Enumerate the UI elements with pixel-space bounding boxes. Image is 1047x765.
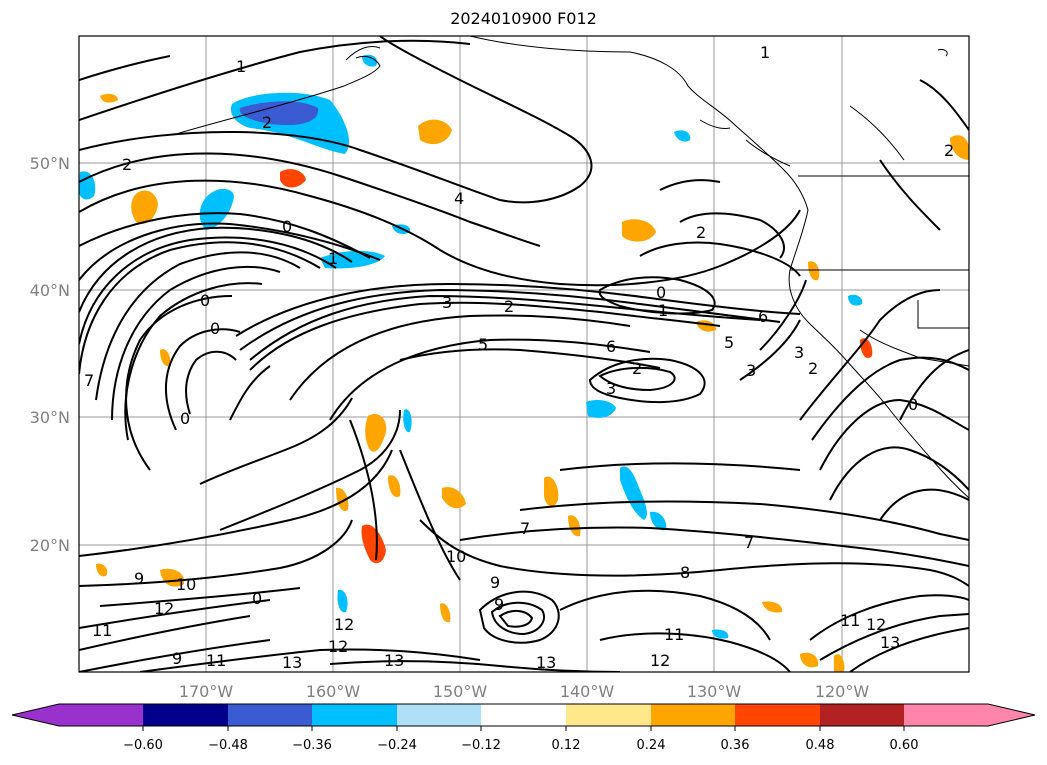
colorbar-extend-high [904, 704, 1035, 726]
contour-label: 6 [606, 337, 616, 356]
contour-label: 11 [92, 621, 112, 640]
contour-label: 0 [252, 589, 262, 608]
longitude-axis: 170°W 160°W 150°W 140°W 130°W 120°W [179, 682, 870, 701]
contour-label: 1 [658, 301, 668, 320]
contour-label: 13 [536, 653, 556, 672]
contour-label: 12 [650, 651, 670, 670]
contour-label: 8 [680, 563, 690, 582]
colorbar-segment [312, 704, 397, 726]
lon-label: 170°W [179, 682, 234, 701]
contour-label: 7 [744, 533, 754, 552]
contour-label: 1 [328, 249, 338, 268]
contour-label: 2 [122, 155, 132, 174]
contour-label: 13 [282, 653, 302, 672]
colorbar-tick-label: −0.48 [208, 738, 248, 753]
contour-label: 7 [520, 519, 530, 538]
contour-label: 0 [656, 283, 666, 302]
lon-label: 150°W [433, 682, 488, 701]
contour-label: 12 [866, 615, 886, 634]
colorbar-tick-label: −0.60 [123, 738, 163, 753]
contour-label: 10 [446, 547, 466, 566]
lon-label: 140°W [560, 682, 615, 701]
colorbar-extend-low [12, 704, 143, 726]
contour-label: 5 [478, 335, 488, 354]
contour-label: 0 [908, 395, 918, 414]
colorbar-segment [228, 704, 312, 726]
colorbar-tick-label: −0.24 [377, 738, 417, 753]
contour-label: 5 [724, 333, 734, 352]
contour-label: 2 [504, 297, 514, 316]
colorbar-tick-label: 0.12 [552, 738, 581, 753]
colorbar-segment [566, 704, 651, 726]
contour-label: 2 [944, 141, 954, 160]
contour-label: 9 [134, 569, 144, 588]
colorbar-tick-label: 0.24 [637, 738, 666, 753]
contour-label: 13 [880, 633, 900, 652]
lon-label: 120°W [815, 682, 870, 701]
contour-labels: 1 1 2 2 2 4 0 1 2 0 0 3 2 1 5 6 6 5 2 3 … [84, 43, 954, 672]
contour-label: 11 [206, 651, 226, 670]
map-title: 2024010900 F012 [450, 9, 597, 28]
contour-label: 11 [840, 611, 860, 630]
colorbar-segment [143, 704, 228, 726]
colorbar-segment [735, 704, 820, 726]
map-frame [78, 35, 970, 673]
lat-label: 50°N [30, 154, 70, 173]
contour-label: 4 [454, 189, 464, 208]
latitude-axis: 50°N 40°N 30°N 20°N [30, 154, 70, 555]
colorbar-segment [481, 704, 566, 726]
lat-label: 20°N [30, 536, 70, 555]
contour-label: 9 [494, 595, 504, 614]
contour-label: 3 [606, 379, 616, 398]
contour-label: 0 [282, 217, 292, 236]
contour-label: 2 [262, 113, 272, 132]
colorbar-segment [820, 704, 904, 726]
contour-label: 12 [154, 599, 174, 618]
contour-label: 3 [746, 361, 756, 380]
lat-label: 40°N [30, 281, 70, 300]
contour-label: 13 [384, 651, 404, 670]
colorbar-tick-label: 0.60 [890, 738, 919, 753]
colorbar-tick-label: 0.48 [806, 738, 835, 753]
lat-label: 30°N [30, 408, 70, 427]
colorbar-tick-label: 0.36 [721, 738, 750, 753]
graticule [79, 36, 969, 672]
colorbar-segment [397, 704, 481, 726]
colorbar-tick-label: −0.36 [292, 738, 332, 753]
contour-label: 1 [236, 57, 246, 76]
contour-lines [79, 36, 969, 672]
contour-label: 3 [794, 343, 804, 362]
contour-label: 1 [760, 43, 770, 62]
contour-label: 2 [808, 359, 818, 378]
contour-label: 0 [200, 291, 210, 310]
contour-label: 7 [84, 371, 94, 390]
contour-label: 2 [632, 359, 642, 378]
colorbar: −0.60 −0.48 −0.36 −0.24 −0.12 0.12 0.24 … [11, 703, 1036, 753]
contour-label: 10 [176, 575, 196, 594]
lon-label: 130°W [687, 682, 742, 701]
contour-label: 9 [172, 649, 182, 668]
contour-label: 2 [696, 223, 706, 242]
lon-label: 160°W [306, 682, 361, 701]
contour-label: 11 [664, 625, 684, 644]
contour-label: 3 [442, 293, 452, 312]
contour-label: 12 [328, 637, 348, 656]
contour-label: 12 [334, 615, 354, 634]
contour-label: 6 [758, 307, 768, 326]
contour-label: 0 [210, 319, 220, 338]
contour-label: 0 [180, 409, 190, 428]
contour-label: 9 [490, 573, 500, 592]
colorbar-segment [651, 704, 735, 726]
colorbar-tick-label: −0.12 [461, 738, 501, 753]
